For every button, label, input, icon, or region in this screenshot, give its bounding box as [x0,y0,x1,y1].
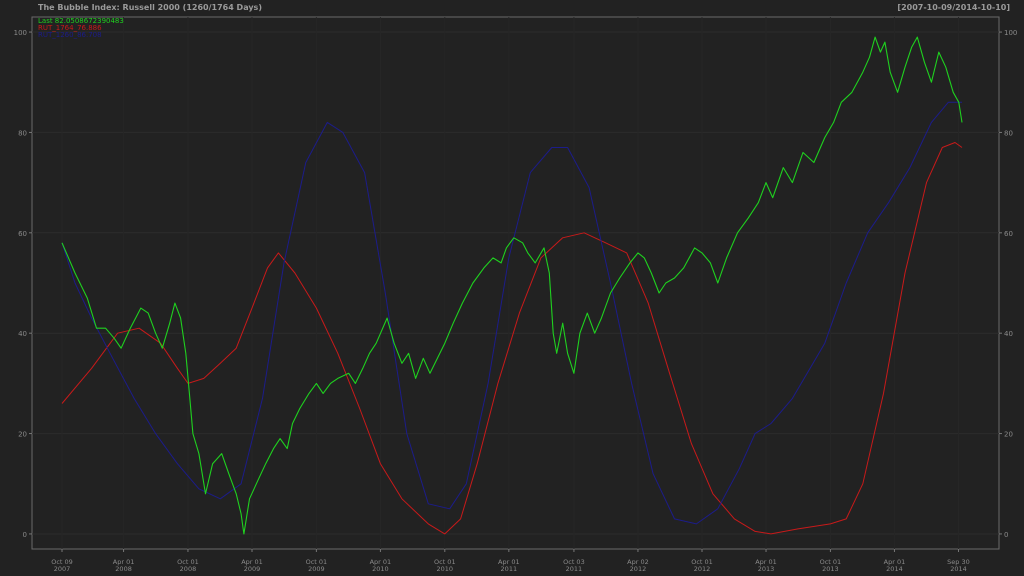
x-tick-label-year: 2010 [437,565,454,573]
x-tick-label-year: 2012 [694,565,711,573]
x-tick-label-year: 2008 [180,565,197,573]
legend-entry-0: Last 82.0508672390483 [38,17,124,25]
y-tick-label-right: 40 [1004,330,1013,338]
y-tick-label-right: 0 [1004,531,1008,539]
legend-entry-2: RUT_1260_86.708 [38,31,102,39]
y-tick-label-left: 40 [18,330,27,338]
x-tick-label-year: 2011 [566,565,583,573]
x-tick-label: Apr 01 [113,558,135,566]
series-lines [61,36,963,535]
x-tick-label-year: 2007 [54,565,71,573]
x-tick-label-year: 2009 [244,565,261,573]
series-line-0 [61,36,963,535]
x-tick-label-year: 2013 [822,565,839,573]
x-tick-label: Sep 30 [947,558,970,566]
x-tick-label: Oct 01 [434,558,456,566]
x-tick-label: Apr 01 [755,558,777,566]
x-tick-label-year: 2014 [950,565,967,573]
x-tick-label: Oct 01 [177,558,199,566]
x-tick-label: Oct 01 [820,558,842,566]
x-tick-label-year: 2011 [501,565,518,573]
x-tick-label-year: 2010 [372,565,389,573]
series-line-1 [61,142,963,535]
x-tick-label: Apr 01 [241,558,263,566]
y-tick-label-left: 100 [14,29,27,37]
y-tick-label-left: 0 [23,531,27,539]
x-tick-label-year: 2012 [630,565,647,573]
legend-entry-1: RUT_1764_76.886 [38,24,102,32]
date-range: [2007-10-09/2014-10-10] [897,3,1010,12]
x-tick-label: Oct 09 [51,558,73,566]
x-tick-label: Apr 01 [370,558,392,566]
y-axis-ticks: 0 0 20 20 40 40 60 60 80 80 100 100 [14,29,1018,539]
y-tick-label-left: 20 [18,431,27,439]
x-tick-label-year: 2008 [115,565,132,573]
y-tick-label-left: 60 [18,230,27,238]
x-tick-label: Oct 01 [306,558,328,566]
y-tick-label-right: 20 [1004,431,1013,439]
y-tick-label-left: 80 [18,129,27,137]
grid-lines [32,17,999,549]
x-tick-label: Oct 01 [691,558,713,566]
x-tick-label-year: 2014 [886,565,903,573]
y-tick-label-right: 80 [1004,129,1013,137]
x-tick-label: Apr 02 [627,558,649,566]
y-tick-label-right: 100 [1004,29,1017,37]
plot-frame [31,16,1000,550]
series-line-2 [61,101,962,525]
x-tick-label-year: 2009 [308,565,325,573]
x-tick-label: Oct 03 [563,558,585,566]
y-tick-label-right: 60 [1004,230,1013,238]
chart-title: The Bubble Index: Russell 2000 (1260/176… [38,3,262,12]
x-tick-label: Apr 01 [498,558,520,566]
x-tick-label-year: 2013 [758,565,775,573]
x-tick-label: Apr 01 [884,558,906,566]
